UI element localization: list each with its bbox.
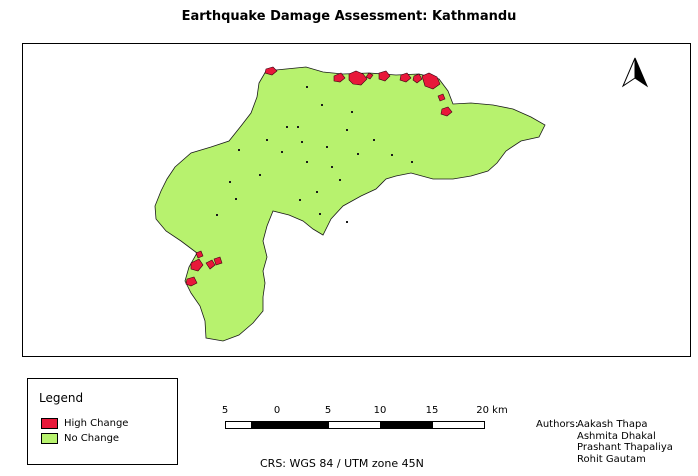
map-canvas[interactable] <box>23 44 692 358</box>
scale-bar: 5 0 5 10 15 20 km <box>221 405 508 435</box>
scale-segment <box>251 421 278 429</box>
scattered-change-dots <box>216 86 413 223</box>
author-name: Ashmita Dhakal <box>577 430 656 442</box>
scale-tick-label: 20 km <box>476 405 508 416</box>
crs-label: CRS: WGS 84 / UTM zone 45N <box>260 457 424 470</box>
scale-segment <box>380 421 433 429</box>
author-name: Prashant Thapaliya <box>577 442 673 453</box>
legend-swatch-high-change <box>41 418 58 429</box>
author-name: Aakash Thapa <box>577 419 648 430</box>
map-frame[interactable] <box>22 43 691 357</box>
map-title: Earthquake Damage Assessment: Kathmandu <box>181 9 517 24</box>
legend-label: No Change <box>64 433 120 444</box>
scale-tick-label: 0 <box>273 405 281 416</box>
authors-label: Authors: <box>536 419 579 430</box>
scale-tick-label: 10 <box>373 405 387 416</box>
legend-label: High Change <box>64 418 129 429</box>
scale-tick-label: 5 <box>221 405 229 416</box>
scale-segment <box>328 421 381 429</box>
authors-names: Aakash Thapa Ashmita Dhakal Prashant Tha… <box>577 419 673 465</box>
legend-item-high-change: High Change <box>41 417 128 430</box>
scale-segment <box>225 421 252 429</box>
scale-tick-label: 15 <box>425 405 439 416</box>
scale-segment <box>277 421 329 429</box>
scale-tick-label: 5 <box>324 405 332 416</box>
legend-swatch-no-change <box>41 433 58 444</box>
district-area <box>154 66 546 342</box>
legend-item-no-change: No Change <box>41 432 119 445</box>
high-change-areas <box>185 66 453 287</box>
north-arrow-icon <box>621 57 649 88</box>
legend: Legend High Change No Change <box>27 378 178 465</box>
scale-segment <box>432 421 485 429</box>
authors-block: Authors: Aakash Thapa Ashmita Dhakal Pra… <box>536 419 673 465</box>
legend-title: Legend <box>39 391 84 405</box>
author-name: Rohit Gautam <box>577 453 646 465</box>
